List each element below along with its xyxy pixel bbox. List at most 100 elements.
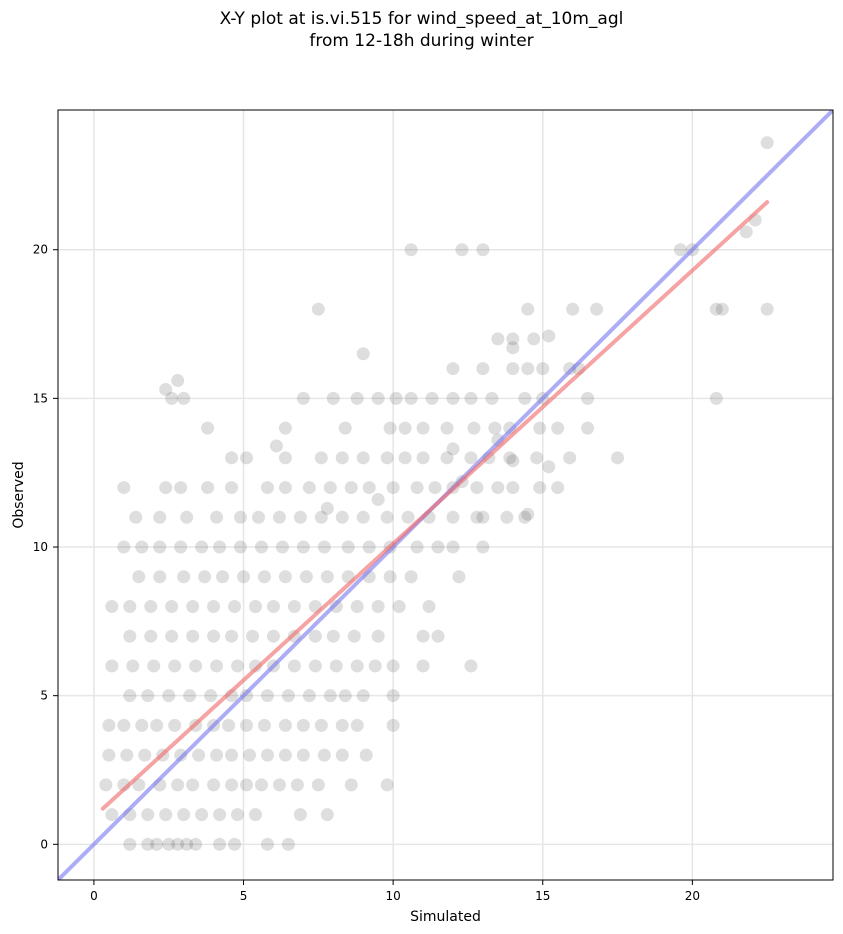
data-point — [105, 659, 119, 673]
data-point — [159, 481, 173, 495]
y-axis-label: Observed — [11, 461, 27, 528]
data-point — [272, 778, 286, 792]
data-point — [446, 391, 460, 405]
data-point — [760, 302, 774, 316]
data-point — [404, 570, 418, 584]
data-point — [240, 778, 254, 792]
data-point — [611, 451, 625, 465]
data-point — [201, 481, 215, 495]
data-point — [245, 629, 259, 643]
data-point — [186, 599, 200, 613]
data-point — [359, 748, 373, 762]
data-point — [398, 451, 412, 465]
data-point — [404, 391, 418, 405]
data-point — [500, 510, 514, 524]
data-point — [171, 778, 185, 792]
data-point — [311, 302, 325, 316]
data-point — [254, 540, 268, 554]
data-point — [243, 748, 257, 762]
data-point — [180, 510, 194, 524]
data-point — [476, 243, 490, 257]
data-point — [296, 540, 310, 554]
data-point — [234, 540, 248, 554]
data-point — [186, 778, 200, 792]
data-point — [533, 481, 547, 495]
data-point — [210, 659, 224, 673]
data-point — [455, 243, 469, 257]
data-point — [254, 778, 268, 792]
data-point — [165, 599, 179, 613]
data-point — [536, 362, 550, 376]
data-point — [260, 481, 274, 495]
data-point — [293, 808, 307, 822]
data-point — [168, 659, 182, 673]
data-point — [278, 570, 292, 584]
data-point — [464, 391, 478, 405]
data-point — [102, 748, 116, 762]
data-point — [141, 837, 155, 851]
data-point — [380, 451, 394, 465]
data-point — [257, 570, 271, 584]
data-point — [225, 451, 239, 465]
data-point — [153, 570, 167, 584]
data-point — [150, 718, 164, 732]
data-point — [320, 501, 334, 515]
data-point — [102, 718, 116, 732]
data-point — [207, 778, 221, 792]
y-tick-label: 15 — [33, 391, 48, 405]
data-point — [248, 659, 262, 673]
data-point — [386, 481, 400, 495]
data-point — [371, 391, 385, 405]
data-point — [120, 748, 134, 762]
data-point — [452, 570, 466, 584]
data-point — [314, 451, 328, 465]
data-point — [416, 629, 430, 643]
data-point — [380, 510, 394, 524]
data-point — [171, 837, 185, 851]
data-point — [135, 718, 149, 732]
data-point — [521, 302, 535, 316]
data-point — [150, 837, 164, 851]
data-point — [335, 510, 349, 524]
data-point — [281, 689, 295, 703]
data-point — [356, 347, 370, 361]
data-point — [563, 362, 577, 376]
data-point — [335, 718, 349, 732]
data-point — [159, 382, 173, 396]
data-point — [225, 778, 239, 792]
data-point — [189, 837, 203, 851]
data-point — [760, 136, 774, 150]
data-point — [123, 599, 137, 613]
data-point — [446, 442, 460, 456]
data-point — [326, 629, 340, 643]
data-point — [278, 451, 292, 465]
data-point — [180, 837, 194, 851]
data-point — [266, 629, 280, 643]
data-point — [290, 778, 304, 792]
data-point — [383, 421, 397, 435]
data-point — [341, 540, 355, 554]
data-point — [240, 718, 254, 732]
data-point — [739, 225, 753, 239]
data-point — [141, 808, 155, 822]
data-point — [350, 718, 364, 732]
data-point — [314, 718, 328, 732]
data-point — [171, 374, 185, 388]
data-point — [126, 659, 140, 673]
data-point — [138, 748, 152, 762]
data-point — [350, 659, 364, 673]
data-point — [350, 599, 364, 613]
data-point — [269, 439, 283, 453]
data-point — [464, 659, 478, 673]
data-point — [210, 748, 224, 762]
data-point — [518, 391, 532, 405]
data-point — [398, 421, 412, 435]
data-point — [147, 659, 161, 673]
data-point — [293, 510, 307, 524]
data-point — [476, 540, 490, 554]
data-point — [225, 748, 239, 762]
data-point — [715, 302, 729, 316]
data-point — [320, 808, 334, 822]
data-point — [260, 689, 274, 703]
data-point — [503, 451, 517, 465]
